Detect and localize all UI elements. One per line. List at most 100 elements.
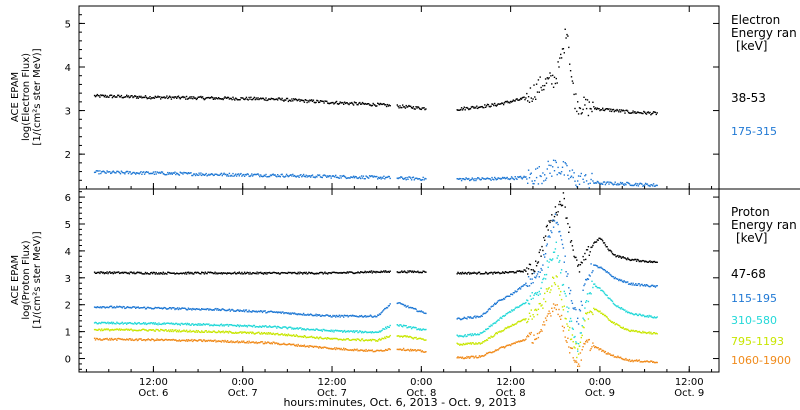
data-point (234, 271, 236, 273)
data-point (272, 271, 274, 274)
data-point (490, 324, 492, 326)
data-point (330, 337, 332, 340)
data-point (192, 330, 194, 332)
data-point (486, 328, 489, 330)
data-point (407, 105, 409, 108)
data-point (293, 271, 296, 274)
data-point (420, 338, 423, 340)
data-point (156, 322, 158, 325)
data-point (554, 206, 557, 208)
data-point (328, 272, 331, 274)
data-point (204, 330, 206, 332)
data-point (596, 347, 599, 349)
data-point (149, 273, 151, 275)
data-point (458, 109, 460, 111)
data-point (131, 172, 133, 175)
data-point (415, 106, 417, 108)
data-point (182, 173, 184, 175)
data-point (399, 348, 401, 350)
data-point (466, 343, 468, 345)
data-point (495, 332, 498, 334)
data-point (331, 316, 333, 318)
data-point (603, 292, 606, 294)
data-point (459, 109, 461, 111)
data-point (232, 272, 234, 275)
data-point (473, 179, 475, 182)
data-point (494, 177, 497, 180)
data-point (396, 271, 398, 273)
data-point (323, 328, 325, 331)
data-point (120, 306, 123, 308)
data-point (493, 304, 495, 306)
data-point (411, 337, 414, 339)
data-point (597, 347, 599, 349)
data-point (108, 96, 110, 98)
data-point (541, 182, 543, 185)
data-point (295, 334, 298, 336)
data-point (494, 322, 496, 324)
data-point (533, 183, 535, 185)
data-point (128, 322, 131, 324)
data-point (171, 339, 173, 341)
data-point (577, 264, 580, 266)
data-point (354, 349, 356, 351)
data-point (201, 308, 204, 310)
data-point (211, 324, 214, 327)
data-point (305, 99, 307, 101)
data-point (371, 349, 373, 351)
data-point (126, 322, 129, 324)
data-point (127, 322, 130, 324)
data-point (247, 324, 249, 327)
data-point (193, 308, 196, 310)
data-point (237, 99, 240, 101)
data-point (235, 309, 238, 312)
data-point (345, 177, 348, 180)
data-point (523, 318, 525, 320)
data-point (522, 302, 524, 305)
data-point (625, 328, 627, 330)
data-point (151, 323, 154, 325)
data-point (312, 272, 315, 275)
data-point (552, 277, 555, 279)
data-point (530, 269, 532, 271)
data-point (644, 315, 646, 318)
data-point (151, 97, 153, 99)
data-point (308, 336, 310, 338)
data-point (330, 177, 332, 179)
data-point (130, 95, 132, 97)
data-point (389, 105, 391, 107)
data-point (343, 174, 345, 177)
data-point (626, 109, 628, 111)
data-point (201, 323, 203, 326)
data-point (314, 102, 316, 104)
data-point (151, 329, 153, 331)
data-point (318, 174, 320, 177)
data-point (635, 330, 638, 332)
data-point (218, 325, 221, 327)
data-point (248, 340, 250, 342)
data-point (352, 330, 355, 332)
data-point (561, 48, 564, 50)
data-point (554, 159, 557, 162)
data-point (535, 292, 537, 294)
data-point (490, 306, 492, 308)
data-point (221, 273, 223, 275)
data-point (544, 84, 546, 87)
data-point (462, 317, 465, 320)
data-point (259, 98, 261, 100)
data-point (616, 184, 618, 186)
data-point (280, 173, 282, 176)
data-point (583, 318, 585, 321)
data-point (360, 103, 362, 105)
data-point (155, 173, 157, 175)
data-point (517, 321, 519, 323)
data-point (513, 272, 515, 274)
data-point (170, 322, 173, 324)
data-point (612, 253, 615, 256)
data-point (600, 183, 602, 185)
data-point (569, 70, 572, 72)
data-point (378, 330, 381, 332)
data-point (542, 85, 544, 87)
data-point (95, 322, 98, 324)
data-point (592, 286, 594, 289)
